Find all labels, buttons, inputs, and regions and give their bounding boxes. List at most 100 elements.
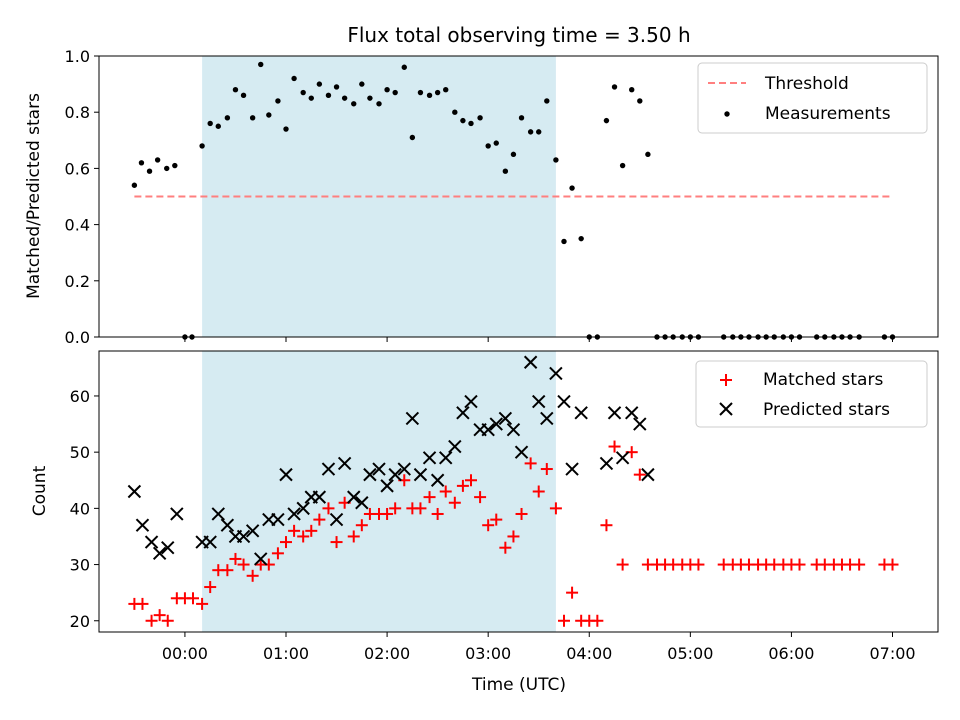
measurement-point bbox=[493, 140, 499, 146]
y-tick-label: 0.8 bbox=[65, 103, 90, 122]
matched-star-point bbox=[431, 507, 444, 520]
matched-star-point bbox=[532, 485, 545, 498]
measurement-point bbox=[544, 98, 550, 104]
y-tick-label: 0.2 bbox=[65, 272, 90, 291]
matched-star-point bbox=[616, 558, 629, 571]
measurement-point bbox=[316, 81, 323, 87]
predicted-star-point bbox=[599, 456, 614, 471]
top-legend-box bbox=[697, 62, 928, 134]
measurement-point bbox=[333, 84, 340, 90]
predicted-star-point bbox=[481, 422, 495, 437]
predicted-stars-points bbox=[127, 355, 655, 566]
predicted-star-point bbox=[254, 552, 268, 566]
legend-predicted-label: Predicted stars bbox=[763, 400, 890, 420]
matched-star-point bbox=[229, 552, 242, 565]
measurement-point bbox=[518, 115, 525, 121]
predicted-star-point bbox=[127, 484, 142, 499]
x-axis-label: Time (UTC) bbox=[471, 675, 566, 695]
x-tick-label: 03:00 bbox=[465, 644, 511, 663]
measurement-point bbox=[645, 151, 651, 158]
matched-star-point bbox=[246, 569, 259, 582]
measurement-point bbox=[502, 168, 509, 174]
measurement-point bbox=[199, 143, 205, 149]
measurement-point bbox=[561, 238, 567, 245]
predicted-star-point bbox=[464, 394, 478, 409]
matched-star-point bbox=[464, 474, 477, 487]
matched-star-point bbox=[389, 502, 402, 515]
predicted-star-point bbox=[448, 439, 462, 454]
matched-star-point bbox=[608, 440, 621, 453]
predicted-star-point bbox=[607, 406, 622, 420]
predicted-star-point bbox=[633, 417, 647, 431]
top-y-axis: 0.0 0.2 0.4 0.6 0.8 1.0 bbox=[65, 47, 99, 347]
bottom-observing-span bbox=[202, 351, 556, 632]
matched-star-point bbox=[549, 502, 562, 515]
measurement-point bbox=[240, 92, 247, 99]
predicted-star-point bbox=[211, 507, 225, 521]
top-axes-frame bbox=[98, 55, 939, 338]
predicted-star-point bbox=[498, 411, 513, 426]
x-tick-label: 04:00 bbox=[566, 644, 612, 663]
predicted-star-point bbox=[532, 394, 546, 409]
measurement-point bbox=[138, 160, 145, 166]
measurement-point bbox=[172, 162, 178, 169]
matched-star-point bbox=[507, 530, 520, 543]
measurement-point bbox=[207, 120, 213, 127]
legend-measurements-label: Measurements bbox=[765, 104, 891, 124]
predicted-star-point bbox=[220, 518, 235, 532]
matched-star-point bbox=[474, 491, 487, 504]
measurement-point bbox=[258, 61, 264, 68]
predicted-star-point bbox=[203, 535, 217, 549]
measurement-point bbox=[164, 165, 170, 172]
predicted-star-point bbox=[405, 411, 420, 426]
predicted-star-point bbox=[152, 546, 167, 561]
matched-star-point bbox=[313, 513, 326, 526]
matched-star-point bbox=[347, 530, 360, 543]
matched-star-point bbox=[322, 502, 335, 515]
matched-star-point bbox=[153, 609, 166, 622]
predicted-star-point bbox=[363, 467, 377, 482]
y-tick-label: 60 bbox=[70, 387, 90, 406]
top-panel: 0.0 0.2 0.4 0.6 0.8 1.0 Matched/Predicted sta… bbox=[24, 47, 939, 347]
measurement-point bbox=[266, 112, 272, 118]
bottom-x-axis: 00:00 01:00 02:00 03:00 04:00 05:00 06:00 07:00 bbox=[162, 632, 916, 663]
measurement-point bbox=[443, 87, 449, 93]
predicted-star-point bbox=[236, 529, 251, 544]
matched-star-point bbox=[204, 581, 217, 594]
predicted-star-point bbox=[523, 355, 538, 369]
matched-star-point bbox=[288, 524, 301, 537]
x-tick-label: 02:00 bbox=[364, 644, 410, 663]
bottom-legend: Matched stars Predicted stars bbox=[695, 360, 928, 428]
predicted-star-point bbox=[549, 366, 563, 381]
predicted-star-point bbox=[397, 462, 411, 476]
predicted-star-point bbox=[161, 540, 175, 555]
y-tick-label: 0.0 bbox=[65, 328, 90, 347]
legend-threshold-label: Threshold bbox=[764, 74, 849, 94]
measurement-point bbox=[409, 134, 416, 141]
y-tick-label: 0.4 bbox=[65, 216, 90, 235]
measurement-point bbox=[553, 157, 559, 163]
top-x-axis bbox=[184, 337, 894, 342]
matched-star-point bbox=[136, 597, 149, 610]
measurement-point bbox=[232, 87, 239, 93]
measurement-point bbox=[215, 123, 221, 129]
matched-star-point bbox=[161, 614, 174, 627]
measurement-point bbox=[401, 64, 407, 70]
matched-star-point bbox=[524, 457, 537, 470]
y-tick-label: 30 bbox=[70, 556, 90, 575]
predicted-star-point bbox=[540, 411, 554, 426]
bottom-y-axis-label: Count bbox=[30, 465, 50, 516]
measurement-point bbox=[154, 157, 161, 163]
bottom-y-axis: 20 30 40 50 60 bbox=[70, 387, 99, 631]
predicted-star-point bbox=[565, 462, 579, 476]
measurement-point bbox=[283, 126, 289, 132]
matched-star-point bbox=[297, 530, 310, 543]
measurement-point bbox=[434, 89, 441, 96]
matched-star-point bbox=[591, 614, 604, 627]
predicted-star-point bbox=[506, 422, 521, 437]
matched-star-point bbox=[355, 519, 368, 532]
measurement-point bbox=[359, 81, 365, 87]
predicted-star-point bbox=[439, 451, 453, 465]
matched-star-point bbox=[271, 547, 284, 560]
